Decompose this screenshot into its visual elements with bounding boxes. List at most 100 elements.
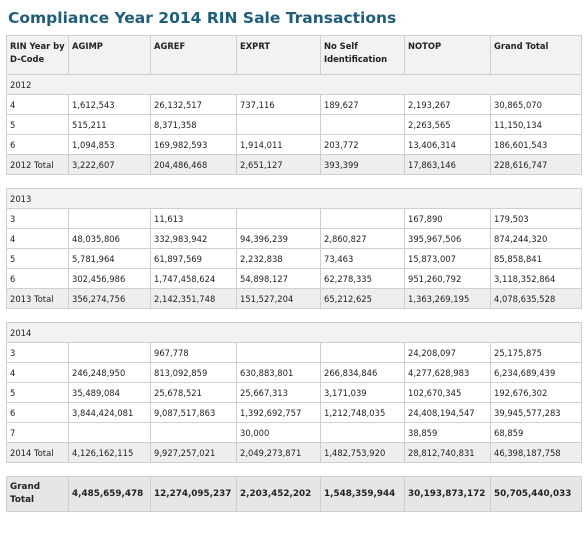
header-row: RIN Year by D-Code AGIMP AGREF EXPRT No … — [6, 35, 582, 75]
year-total-row: 2012 Total 3,222,607 204,486,468 2,651,127 3… — [6, 154, 582, 175]
row-label-cell: 7 — [6, 422, 69, 443]
value-cell: 1,392,692,757 — [236, 402, 321, 423]
row-label-cell: 5 — [6, 382, 69, 403]
value-cell: 1,212,748,035 — [320, 402, 405, 423]
year-group-label: 2013 — [6, 188, 582, 209]
value-cell: 515,211 — [68, 114, 151, 135]
value-cell: 13,406,314 — [404, 134, 491, 155]
value-cell: 2,263,565 — [404, 114, 491, 135]
column-header-grand-total: Grand Total — [490, 35, 582, 75]
value-cell: 737,116 — [236, 94, 321, 115]
value-cell: 39,945,577,283 — [490, 402, 582, 423]
value-cell: 3,118,352,864 — [490, 268, 582, 289]
table-row: 7 30,000 38,859 68,859 — [6, 422, 582, 443]
value-cell: 967,778 — [150, 342, 237, 363]
column-header-rin-year: RIN Year by D-Code — [6, 35, 69, 75]
value-cell: 8,371,358 — [150, 114, 237, 135]
row-label-cell: 2013 Total — [6, 288, 69, 309]
value-cell: 395,967,506 — [404, 228, 491, 249]
value-cell: 2,860,827 — [320, 228, 405, 249]
value-cell: 9,927,257,021 — [150, 442, 237, 463]
row-label-cell: 5 — [6, 248, 69, 269]
value-cell — [320, 114, 405, 135]
table-row: 4 246,248,950 813,092,859 630,883,801 266,83… — [6, 362, 582, 383]
value-cell: 167,890 — [404, 208, 491, 229]
value-cell: 1,612,543 — [68, 94, 151, 115]
value-cell: 4,485,659,478 — [68, 476, 151, 512]
row-label-cell: 6 — [6, 268, 69, 289]
year-group-label: 2014 — [6, 322, 582, 343]
row-label-cell: 3 — [6, 342, 69, 363]
year-total-row: 2013 Total 356,274,756 2,142,351,748 151,52… — [6, 288, 582, 309]
value-cell: 6,234,689,439 — [490, 362, 582, 383]
value-cell: 356,274,756 — [68, 288, 151, 309]
value-cell: 11,150,134 — [490, 114, 582, 135]
table-row: 5 5,781,964 61,897,569 2,232,838 73,463 15,87… — [6, 248, 582, 269]
value-cell: 192,676,302 — [490, 382, 582, 403]
value-cell: 246,248,950 — [68, 362, 151, 383]
value-cell: 25,175,875 — [490, 342, 582, 363]
row-label-cell: 2014 Total — [6, 442, 69, 463]
value-cell: 266,834,846 — [320, 362, 405, 383]
value-cell: 3,844,424,081 — [68, 402, 151, 423]
value-cell: 26,132,517 — [150, 94, 237, 115]
value-cell: 874,244,320 — [490, 228, 582, 249]
value-cell: 169,982,593 — [150, 134, 237, 155]
value-cell: 94,396,239 — [236, 228, 321, 249]
section-spacer — [6, 308, 582, 323]
year-group-row: 2012 — [6, 74, 582, 95]
value-cell: 68,859 — [490, 422, 582, 443]
row-label-cell: 4 — [6, 94, 69, 115]
value-cell: 9,087,517,863 — [150, 402, 237, 423]
value-cell: 1,363,269,195 — [404, 288, 491, 309]
table-row: 4 48,035,806 332,983,942 94,396,239 2,860,82… — [6, 228, 582, 249]
value-cell: 302,456,986 — [68, 268, 151, 289]
row-label-cell: 6 — [6, 134, 69, 155]
value-cell: 25,678,521 — [150, 382, 237, 403]
value-cell: 1,482,753,920 — [320, 442, 405, 463]
section-spacer — [6, 174, 582, 189]
table-row: 6 3,844,424,081 9,087,517,863 1,392,692,757… — [6, 402, 582, 423]
column-header-agimp: AGIMP — [68, 35, 151, 75]
section-spacer — [6, 462, 582, 477]
value-cell: 28,812,740,831 — [404, 442, 491, 463]
value-cell: 30,000 — [236, 422, 321, 443]
year-group-row: 2013 — [6, 188, 582, 209]
page-title: Compliance Year 2014 RIN Sale Transactio… — [8, 9, 397, 27]
value-cell: 4,277,628,983 — [404, 362, 491, 383]
value-cell: 5,781,964 — [68, 248, 151, 269]
value-cell: 12,274,095,237 — [150, 476, 237, 512]
value-cell: 65,212,625 — [320, 288, 405, 309]
rin-sale-table: RIN Year by D-Code AGIMP AGREF EXPRT No … — [6, 35, 582, 512]
value-cell: 62,278,335 — [320, 268, 405, 289]
row-label-cell: 4 — [6, 228, 69, 249]
row-label-cell: Grand Total — [6, 476, 69, 512]
table-row: 5 515,211 8,371,358 2,263,565 11,150,134 — [6, 114, 582, 135]
value-cell: 2,203,452,202 — [236, 476, 321, 512]
table-row: 6 302,456,986 1,747,458,624 54,898,127 62,27… — [6, 268, 582, 289]
value-cell: 951,260,792 — [404, 268, 491, 289]
value-cell: 2,142,351,748 — [150, 288, 237, 309]
value-cell: 813,092,859 — [150, 362, 237, 383]
value-cell: 15,873,007 — [404, 248, 491, 269]
value-cell: 48,035,806 — [68, 228, 151, 249]
row-label-cell: 4 — [6, 362, 69, 383]
value-cell — [320, 422, 405, 443]
value-cell: 393,399 — [320, 154, 405, 175]
value-cell: 2,651,127 — [236, 154, 321, 175]
value-cell: 1,548,359,944 — [320, 476, 405, 512]
value-cell: 4,126,162,115 — [68, 442, 151, 463]
value-cell — [150, 422, 237, 443]
value-cell — [236, 114, 321, 135]
value-cell: 2,232,838 — [236, 248, 321, 269]
value-cell: 85,858,841 — [490, 248, 582, 269]
value-cell: 3,171,039 — [320, 382, 405, 403]
column-header-exprt: EXPRT — [236, 35, 321, 75]
year-group-row: 2014 — [6, 322, 582, 343]
spacer-cell — [6, 308, 582, 323]
spacer-cell — [6, 462, 582, 477]
value-cell: 17,863,146 — [404, 154, 491, 175]
column-header-no-self-identification: No Self Identification — [320, 35, 405, 75]
table-row: 6 1,094,853 169,982,593 1,914,011 203,772 13,… — [6, 134, 582, 155]
value-cell: 102,670,345 — [404, 382, 491, 403]
